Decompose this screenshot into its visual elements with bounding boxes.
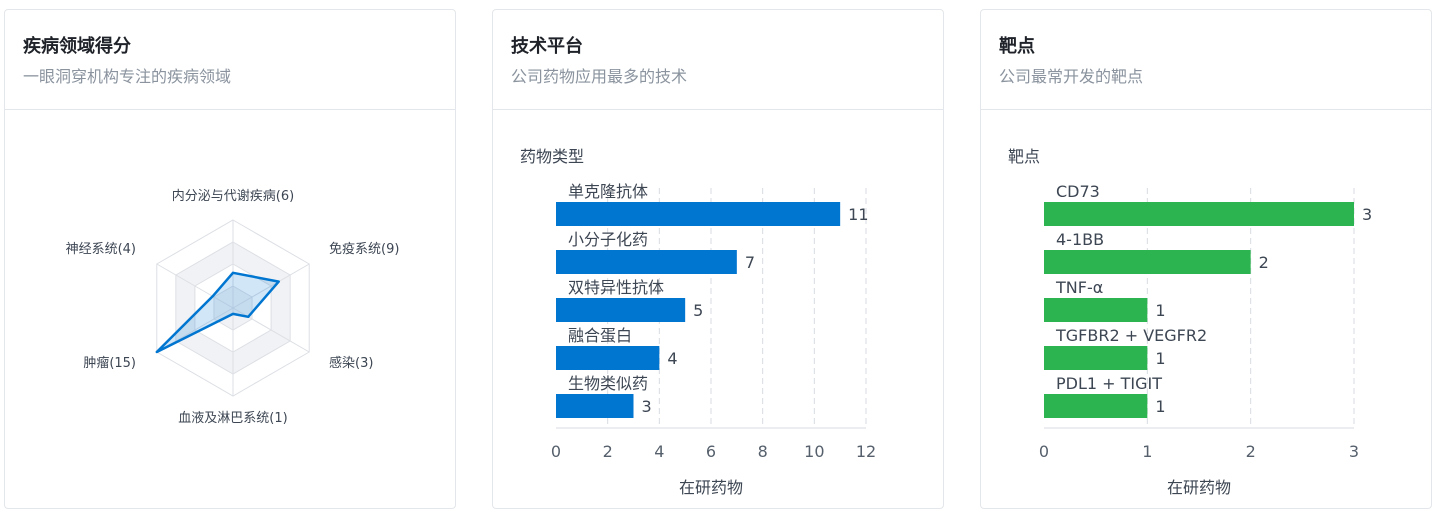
bar-category-label: 单克隆抗体 (568, 182, 648, 201)
radar-axis-label: 免疫系统(9) (329, 241, 399, 257)
card-subtitle: 一眼洞穿机构专注的疾病领域 (23, 67, 232, 86)
bar (1044, 250, 1251, 274)
bar-category-label: CD73 (1056, 182, 1100, 201)
bar-value-label: 11 (848, 205, 868, 224)
card-subtitle: 公司药物应用最多的技术 (511, 67, 688, 86)
x-tick-label: 1 (1142, 442, 1152, 461)
card-header: 靶点 公司最常开发的靶点 (981, 10, 1431, 110)
radar-axis-label: 神经系统(4) (66, 242, 136, 257)
bar-category-label: 生物类似药 (568, 374, 648, 393)
bar-category-label: 小分子化药 (568, 230, 648, 249)
bar-category-label: 双特异性抗体 (568, 278, 664, 297)
bar-value-label: 4 (667, 349, 677, 368)
x-tick-label: 4 (654, 442, 664, 461)
bar-value-label: 1 (1155, 349, 1165, 368)
bar (1044, 346, 1148, 370)
bar-value-label: 3 (1362, 205, 1372, 224)
card-subtitle: 公司最常开发的靶点 (999, 67, 1144, 86)
bar-value-label: 3 (642, 397, 652, 416)
x-tick-label: 2 (1246, 442, 1256, 461)
card-header: 技术平台 公司药物应用最多的技术 (493, 10, 943, 110)
bar-value-label: 1 (1155, 397, 1165, 416)
category-axis-title: 药物类型 (520, 147, 584, 166)
bar (556, 202, 841, 226)
card-header: 疾病领域得分 一眼洞穿机构专注的疾病领域 (5, 10, 455, 110)
radar-data-polygon (155, 271, 280, 354)
bar (1044, 202, 1354, 226)
radar-axis-line (156, 263, 234, 309)
x-tick-label: 0 (551, 442, 561, 461)
card-title: 技术平台 (511, 36, 583, 57)
radar-axis-line (232, 263, 310, 309)
bar (556, 250, 737, 274)
x-tick-label: 8 (758, 442, 768, 461)
bar-value-label: 1 (1155, 301, 1165, 320)
radar-axis-label: 感染(3) (329, 355, 373, 371)
disease-area-card: 疾病领域得分 一眼洞穿机构专注的疾病领域 内分泌与代谢疾病(6) 免疫系统(9) 感… (4, 9, 456, 509)
bar-category-label: TGFBR2 + VEGFR2 (1055, 326, 1207, 345)
radar-axis-label: 内分泌与代谢疾病(6) (172, 188, 294, 204)
category-axis-title: 靶点 (1008, 147, 1040, 166)
disease-radar-chart: 内分泌与代谢疾病(6) 免疫系统(9) 感染(3) 血液及淋巴系统(1) 肿瘤(15) 神… (66, 188, 400, 426)
card-title: 疾病领域得分 (23, 36, 131, 57)
bar-value-label: 5 (693, 301, 703, 320)
bar-category-label: PDL1 + TIGIT (1056, 374, 1162, 393)
card-title: 靶点 (999, 36, 1035, 57)
radar-axis-label: 血液及淋巴系统(1) (178, 411, 287, 426)
x-tick-label: 12 (856, 442, 876, 461)
bar (556, 394, 634, 418)
bar (1044, 298, 1148, 322)
x-tick-label: 10 (804, 442, 824, 461)
x-tick-label: 6 (706, 442, 716, 461)
bar (556, 298, 686, 322)
target-bar-chart: 靶点 CD73 3 4-1BB 2 TNF-α 1 TGFBR2 + VEGFR2 1 PDL1 … (1008, 147, 1372, 497)
bar (1044, 394, 1148, 418)
bar-value-label: 7 (745, 253, 755, 272)
x-tick-label: 2 (603, 442, 613, 461)
x-axis-title: 在研药物 (1167, 478, 1231, 497)
bar-value-label: 2 (1259, 253, 1269, 272)
target-card: 靶点 公司最常开发的靶点 靶点 CD73 3 4-1BB 2 TNF-α 1 TGFBR2 +… (980, 9, 1432, 509)
x-tick-label: 0 (1039, 442, 1049, 461)
tech-platform-card: 技术平台 公司药物应用最多的技术 药物类型单克隆抗体 11 小分子化药 7 双特异性抗体… (492, 9, 944, 509)
bar (556, 346, 660, 370)
bar-category-label: TNF-α (1055, 278, 1103, 297)
x-tick-label: 3 (1349, 442, 1359, 461)
bar-category-label: 4-1BB (1056, 230, 1104, 249)
bar-category-label: 融合蛋白 (568, 326, 632, 345)
x-axis-title: 在研药物 (679, 478, 743, 497)
radar-axis-label: 肿瘤(15) (83, 355, 136, 371)
